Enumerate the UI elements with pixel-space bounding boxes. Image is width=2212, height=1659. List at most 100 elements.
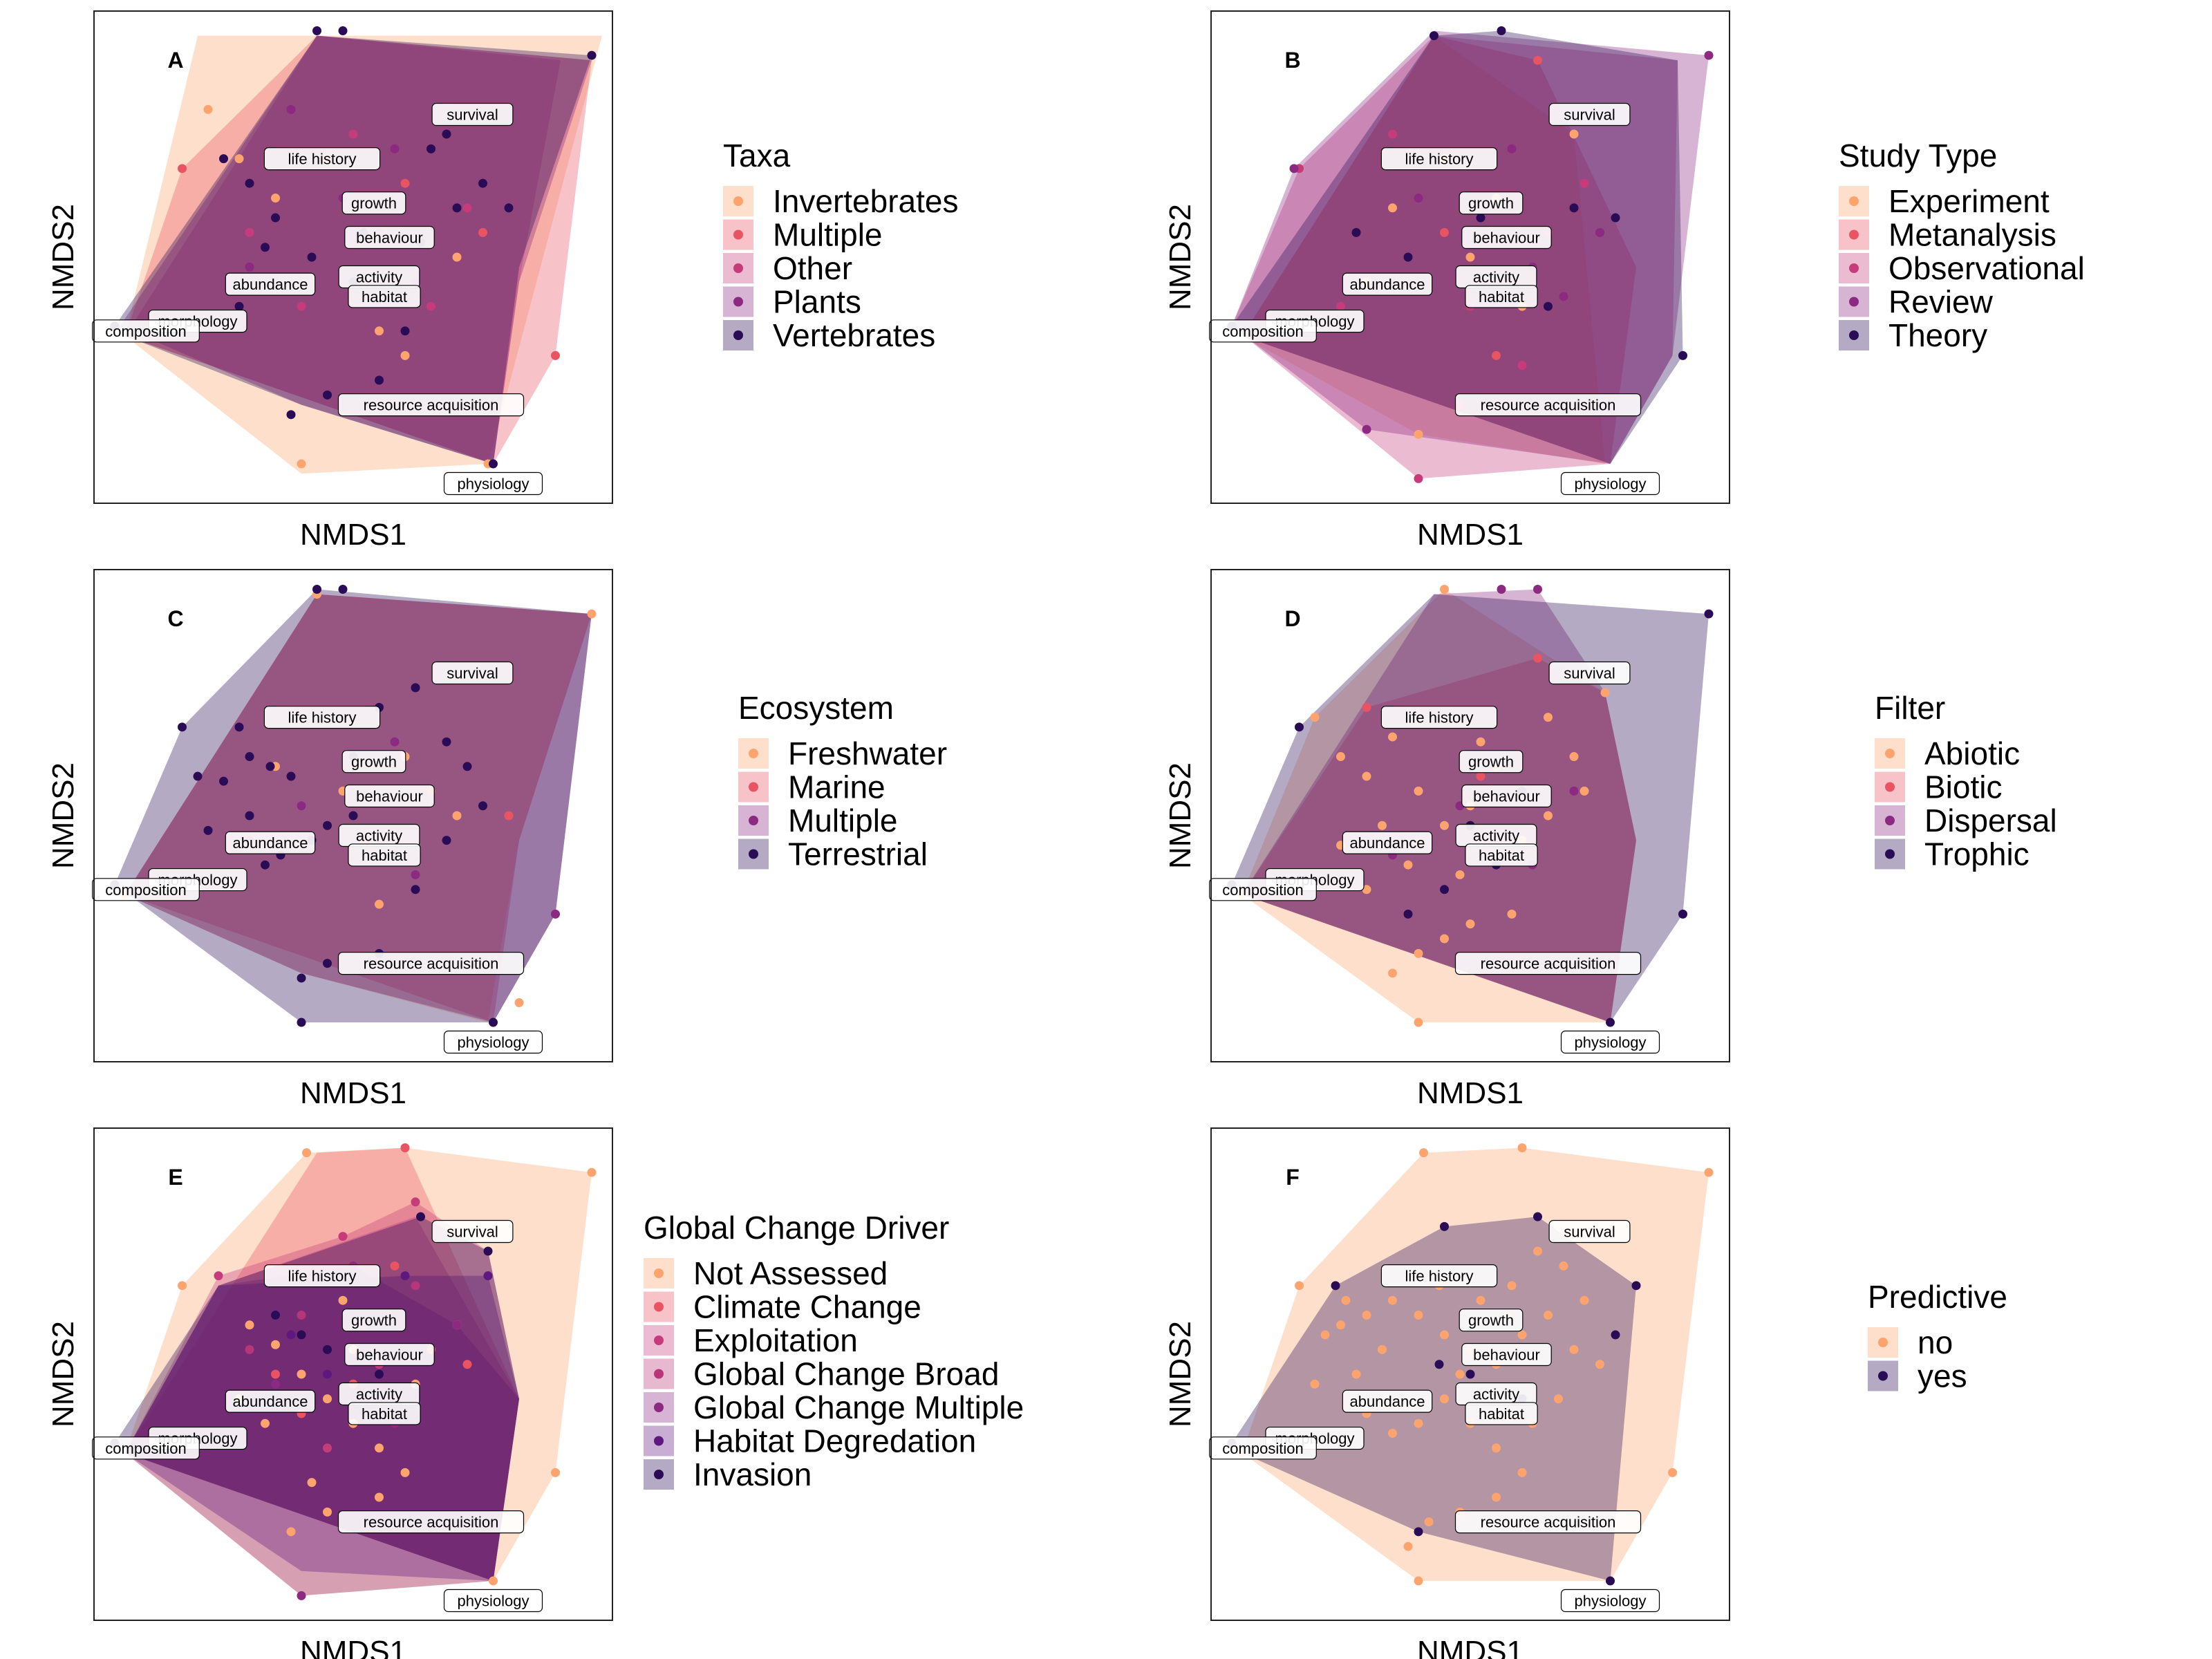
panel-D: survival life history growth behaviour abund…: [1163, 569, 2057, 1110]
point-B-4-7: [1403, 252, 1413, 262]
trait-label-F-10: physiology: [1560, 1588, 1660, 1613]
legend-title-D: Filter: [1875, 690, 1945, 726]
point-C-3-28: [245, 811, 254, 821]
trait-label-F-2: growth: [1459, 1309, 1524, 1332]
panel-frame-E: [93, 1127, 613, 1621]
y-axis-label-B: NMDS2: [1163, 204, 1197, 310]
point-F-1-4: [1331, 1281, 1340, 1291]
hull-C-2: [125, 594, 592, 1023]
point-E-0-2: [587, 1168, 597, 1177]
legend-A: Taxa InvertebratesMultipleOtherPlantsVert…: [723, 138, 958, 353]
point-E-0-23: [375, 1492, 384, 1502]
trait-label-A-2: growth: [341, 191, 406, 215]
trait-label-D-9: resource acquisition: [1454, 951, 1642, 975]
hull-E-0: [125, 1147, 592, 1596]
trait-label-C-10: physiology: [443, 1030, 543, 1054]
trait-label-F-0: survival: [1548, 1219, 1631, 1244]
svg-text:life history: life history: [1405, 1268, 1473, 1285]
point-E-5-1: [400, 1271, 410, 1281]
point-A-2-4: [297, 301, 306, 311]
point-D-0-8: [1440, 821, 1449, 830]
point-F-0-0: [1419, 1148, 1428, 1158]
point-A-4-18: [504, 203, 514, 213]
legend-key-C-1: Marine: [738, 769, 885, 805]
point-F-0-12: [1440, 1330, 1449, 1340]
svg-text:growth: growth: [351, 1312, 397, 1329]
point-B-2-3: [1388, 129, 1397, 139]
x-axis-label-C: NMDS1: [300, 1076, 406, 1110]
point-E-1-3: [462, 1360, 472, 1369]
point-C-3-15: [462, 762, 472, 771]
point-D-0-23: [1378, 821, 1387, 830]
legend-entry-B-1: Metanalysis: [1888, 217, 2056, 253]
svg-text:abundance: abundance: [233, 1393, 308, 1410]
point-D-0-7: [1414, 786, 1423, 796]
point-D-2-1: [1497, 584, 1506, 594]
svg-text:behaviour: behaviour: [356, 1347, 423, 1364]
svg-text:activity: activity: [356, 1385, 402, 1403]
x-axis-label-A: NMDS1: [300, 518, 406, 552]
point-D-0-1: [1414, 1018, 1423, 1027]
point-D-0-2: [1440, 584, 1449, 594]
point-D-3-2: [1704, 609, 1714, 619]
svg-text:life history: life history: [288, 709, 356, 727]
trait-label-C-2: growth: [341, 750, 406, 774]
legend-key-A-4: Vertebrates: [723, 317, 935, 353]
trait-label-B-9: resource acquisition: [1454, 393, 1642, 417]
point-F-0-26: [1414, 1418, 1423, 1428]
trait-label-C-1: life history: [263, 705, 381, 729]
point-F-0-29: [1351, 1369, 1361, 1379]
point-C-3-29: [203, 825, 213, 835]
legend-key-D-1: Biotic: [1875, 769, 2002, 805]
point-D-0-12: [1544, 811, 1553, 821]
point-A-4-13: [323, 390, 332, 400]
svg-text:composition: composition: [1222, 323, 1303, 340]
point-D-0-27: [1544, 713, 1553, 722]
svg-text:survival: survival: [1564, 1224, 1615, 1241]
hull-A-0: [125, 35, 602, 474]
point-F-0-42: [1310, 1379, 1320, 1389]
svg-text:composition: composition: [1222, 1440, 1303, 1457]
legend-key-E-0: Not Assessed: [644, 1255, 888, 1291]
point-C-3-14: [442, 737, 451, 747]
point-E-0-0: [302, 1148, 311, 1158]
legend-entry-F-1: yes: [1918, 1358, 1967, 1394]
point-D-0-19: [1414, 948, 1423, 958]
svg-text:composition: composition: [105, 323, 186, 340]
svg-text:growth: growth: [351, 195, 397, 212]
point-C-3-27: [442, 836, 451, 845]
trait-label-B-4: abundance: [1342, 272, 1433, 296]
point-A-4-9: [245, 178, 254, 188]
point-A-0-4: [400, 350, 410, 360]
trait-label-B-6: habitat: [1465, 285, 1538, 308]
panel-frame-D: [1210, 569, 1730, 1062]
svg-text:life history: life history: [288, 151, 356, 168]
point-E-0-8: [271, 1340, 280, 1349]
point-A-1-2: [478, 227, 487, 237]
point-D-0-5: [1362, 771, 1371, 781]
point-C-3-17: [323, 821, 332, 830]
point-F-0-36: [1403, 1541, 1413, 1551]
svg-text:resource acquisition: resource acquisition: [364, 397, 499, 414]
legend-title-A: Taxa: [723, 138, 791, 174]
svg-text:survival: survival: [1564, 106, 1615, 124]
point-F-0-16: [1544, 1311, 1553, 1320]
y-axis-label-E: NMDS2: [46, 1321, 80, 1427]
svg-text:activity: activity: [356, 268, 402, 285]
point-C-3-25: [297, 973, 306, 983]
trait-label-F-4: abundance: [1342, 1389, 1433, 1413]
legend-key-B-3: Review: [1839, 284, 1994, 320]
x-axis-label-D: NMDS1: [1417, 1076, 1524, 1110]
point-A-4-10: [219, 154, 228, 164]
point-D-1-2: [1476, 771, 1485, 781]
svg-text:resource acquisition: resource acquisition: [1481, 397, 1616, 414]
trait-label-D-4: abundance: [1342, 831, 1433, 854]
point-A-0-1: [203, 104, 213, 114]
svg-text:survival: survival: [447, 106, 498, 124]
trait-label-B-2: growth: [1459, 191, 1524, 215]
y-axis-label-A: NMDS2: [46, 204, 80, 310]
trait-label-F-8: composition: [1209, 1436, 1317, 1460]
point-D-0-21: [1362, 885, 1371, 894]
point-C-3-8: [286, 771, 296, 781]
point-F-0-27: [1388, 1428, 1397, 1438]
